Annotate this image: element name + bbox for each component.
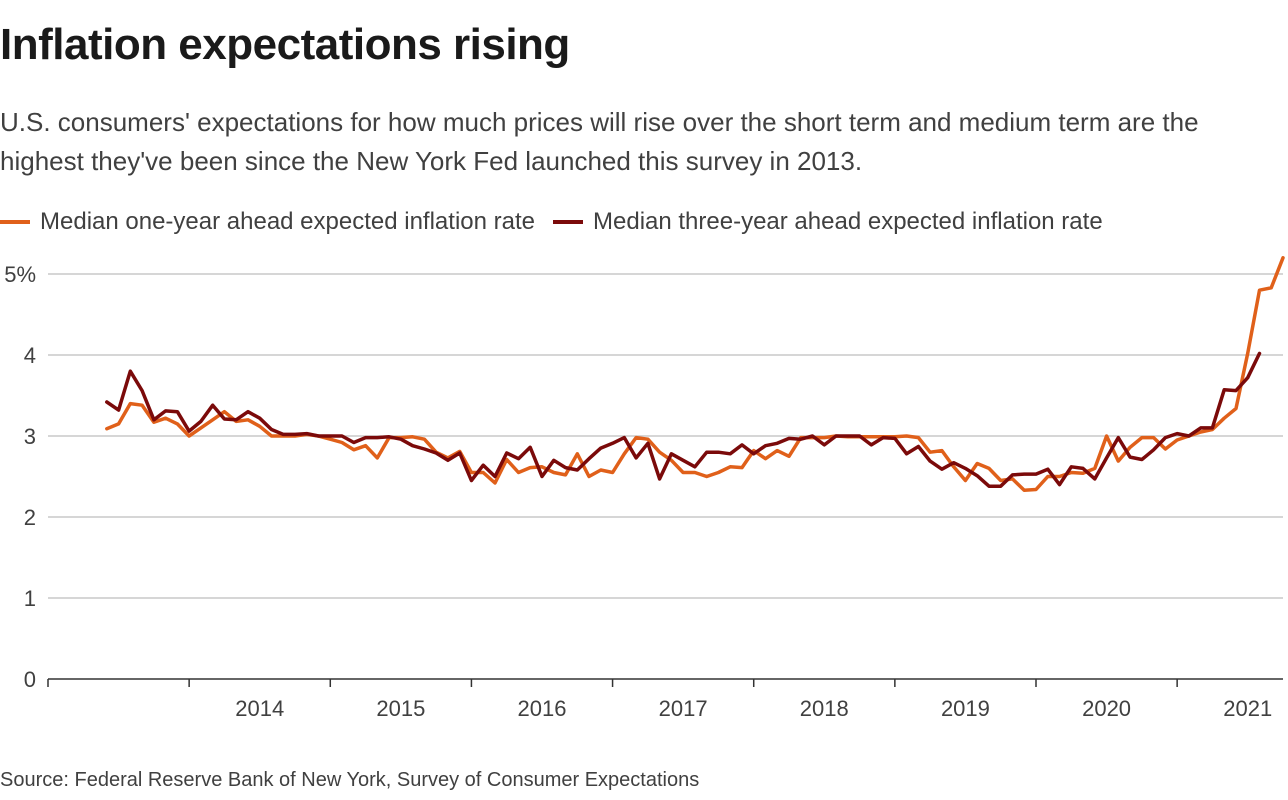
x-tick-label-2019: 2019 bbox=[941, 696, 990, 721]
x-tick-label-2017: 2017 bbox=[659, 696, 708, 721]
legend-swatch-three-year bbox=[553, 220, 583, 224]
y-tick-label-2: 2 bbox=[24, 505, 36, 530]
x-tick-label-2018: 2018 bbox=[800, 696, 849, 721]
legend-swatch-one-year bbox=[0, 220, 30, 224]
legend-item-one-year: Median one-year ahead expected inflation… bbox=[0, 208, 535, 236]
y-tick-label-3: 3 bbox=[24, 424, 36, 449]
x-tick-label-2021: 2021 bbox=[1223, 696, 1272, 721]
x-tick-label-2020: 2020 bbox=[1082, 696, 1131, 721]
y-tick-label-4: 4 bbox=[24, 343, 36, 368]
series-line-three-year bbox=[105, 351, 1262, 488]
x-tick-label-2015: 2015 bbox=[376, 696, 425, 721]
chart-title: Inflation expectations rising bbox=[0, 20, 570, 69]
x-tick-label-2016: 2016 bbox=[518, 696, 567, 721]
legend-item-three-year: Median three-year ahead expected inflati… bbox=[553, 208, 1103, 236]
series-lines bbox=[105, 256, 1285, 493]
chart-legend: Median one-year ahead expected inflation… bbox=[0, 206, 1121, 238]
chart-subtitle: U.S. consumers' expectations for how muc… bbox=[0, 107, 1199, 176]
y-axis-ticks: 0 1 2 3 4 5% bbox=[4, 262, 36, 692]
x-tick-label-2014: 2014 bbox=[235, 696, 284, 721]
line-chart: 0 1 2 3 4 5% 2014 2015 2016 2017 2018 2019 2020 2021 bbox=[4, 256, 1285, 721]
legend-label-one-year: Median one-year ahead expected inflation… bbox=[40, 208, 535, 235]
y-tick-label-0: 0 bbox=[24, 667, 36, 692]
source-note: Source: Federal Reserve Bank of New York… bbox=[0, 769, 700, 791]
y-tick-label-1: 1 bbox=[24, 586, 36, 611]
gridlines bbox=[48, 273, 1283, 599]
x-axis: 2014 2015 2016 2017 2018 2019 2020 2021 bbox=[47, 678, 1283, 721]
legend-label-three-year: Median three-year ahead expected inflati… bbox=[593, 208, 1103, 235]
y-tick-label-5: 5% bbox=[4, 262, 36, 287]
